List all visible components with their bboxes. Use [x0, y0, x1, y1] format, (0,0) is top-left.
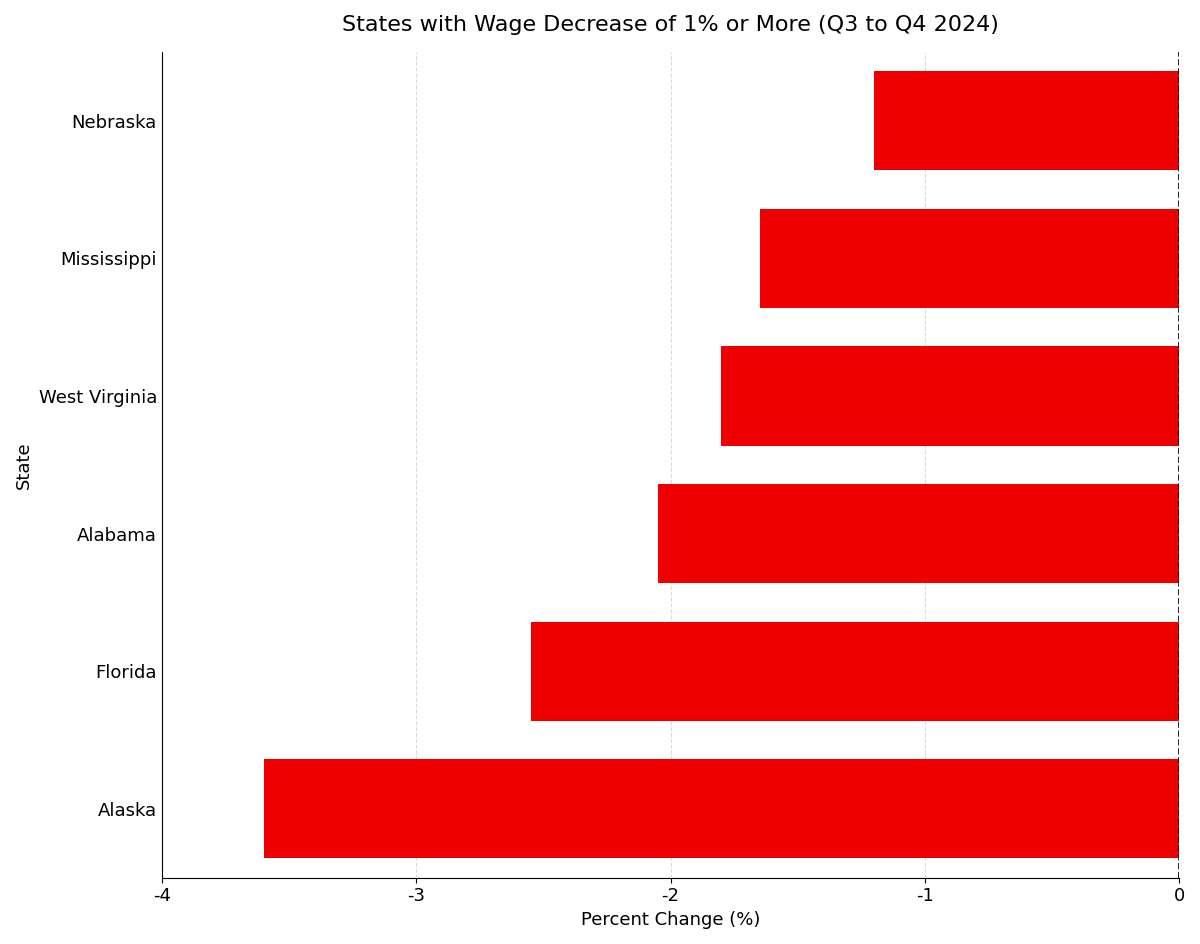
- Bar: [874, 71, 1180, 170]
- Bar: [530, 622, 1180, 721]
- X-axis label: Percent Change (%): Percent Change (%): [581, 911, 761, 929]
- Bar: [721, 346, 1180, 446]
- Bar: [264, 759, 1180, 858]
- Y-axis label: State: State: [16, 441, 34, 489]
- Bar: [760, 209, 1180, 308]
- Title: States with Wage Decrease of 1% or More (Q3 to Q4 2024): States with Wage Decrease of 1% or More …: [342, 15, 1000, 35]
- Bar: [658, 484, 1180, 583]
